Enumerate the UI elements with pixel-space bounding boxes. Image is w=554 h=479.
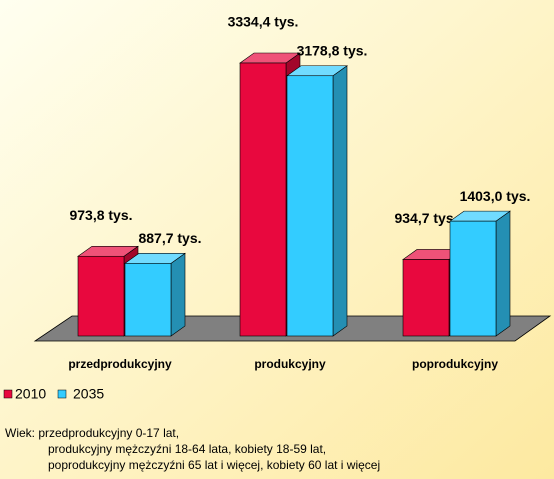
- legend-swatch: [57, 389, 67, 399]
- bar: [286, 65, 348, 337]
- value-label: 3178,8 tys.: [297, 42, 368, 58]
- footnote: Wiek: przedprodukcyjny 0-17 lat,: [5, 426, 179, 440]
- bar-side: [332, 65, 348, 337]
- bar-front: [77, 255, 125, 337]
- bar-front: [124, 263, 172, 337]
- legend-swatch: [3, 389, 13, 399]
- bar-front: [286, 75, 334, 337]
- legend-label: 2010: [15, 386, 46, 402]
- value-label: 3334,4 tys.: [228, 14, 299, 30]
- bar-front: [402, 259, 450, 337]
- x-tick-label: produkcyjny: [254, 357, 326, 371]
- bar-front: [449, 220, 497, 337]
- bar: [449, 210, 511, 337]
- value-label: 887,7 tys.: [138, 230, 201, 246]
- x-tick-label: poprodukcyjny: [412, 357, 498, 371]
- footnote: produkcyjny mężczyźni 18-64 lata, kobiet…: [48, 442, 326, 456]
- value-label: 934,7 tys.: [394, 210, 457, 226]
- bar-side: [170, 252, 186, 337]
- x-tick-label: przedprodukcyjny: [68, 357, 172, 371]
- legend-label: 2035: [73, 386, 104, 402]
- bar: [124, 252, 186, 337]
- bar-front: [239, 62, 287, 337]
- bar-side: [495, 210, 511, 337]
- footnote: poprodukcyjny mężczyźni 65 lat i więcej,…: [48, 458, 380, 472]
- value-label: 973,8 tys.: [69, 207, 132, 223]
- value-label: 1403,0 tys.: [460, 188, 531, 204]
